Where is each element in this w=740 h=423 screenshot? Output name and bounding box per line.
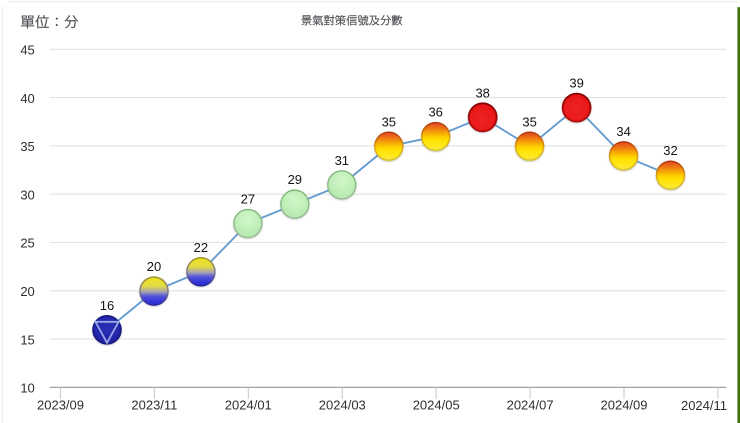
svg-text:36: 36 (428, 105, 442, 120)
svg-text:2023/09: 2023/09 (37, 397, 84, 412)
svg-text:35: 35 (522, 114, 536, 129)
svg-text:34: 34 (616, 124, 630, 139)
svg-text:15: 15 (20, 332, 34, 347)
svg-text:25: 25 (20, 236, 34, 251)
svg-text:35: 35 (20, 139, 34, 154)
svg-text:2024/05: 2024/05 (413, 397, 460, 412)
svg-text:39: 39 (569, 76, 583, 91)
svg-text:27: 27 (241, 192, 255, 207)
svg-text:2024/07: 2024/07 (507, 397, 554, 412)
svg-text:40: 40 (20, 91, 34, 106)
svg-text:2024/09: 2024/09 (601, 397, 648, 412)
svg-text:32: 32 (663, 143, 677, 158)
svg-text:38: 38 (475, 85, 489, 100)
svg-text:10: 10 (20, 381, 34, 396)
svg-text:2024/11: 2024/11 (681, 398, 727, 413)
svg-text:2023/11: 2023/11 (131, 397, 177, 412)
svg-text:30: 30 (20, 187, 34, 202)
svg-text:2024/03: 2024/03 (319, 397, 366, 412)
svg-text:31: 31 (335, 153, 349, 168)
svg-text:29: 29 (288, 172, 302, 187)
svg-text:35: 35 (382, 114, 396, 129)
svg-text:22: 22 (194, 240, 208, 255)
svg-text:2024/01: 2024/01 (225, 397, 272, 412)
svg-text:20: 20 (20, 284, 34, 299)
svg-text:20: 20 (147, 259, 161, 274)
svg-text:45: 45 (20, 43, 34, 58)
svg-text:16: 16 (100, 298, 114, 313)
